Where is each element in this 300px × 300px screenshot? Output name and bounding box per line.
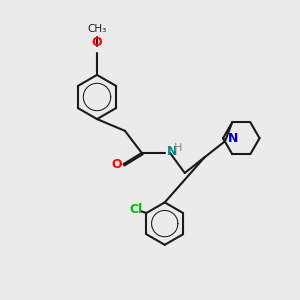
Text: H: H	[173, 142, 182, 153]
Text: O: O	[112, 158, 122, 171]
Text: CH₃: CH₃	[87, 24, 106, 34]
Text: N: N	[167, 145, 178, 158]
Text: N: N	[227, 132, 238, 145]
Text: Cl: Cl	[129, 203, 143, 216]
Text: O: O	[92, 36, 102, 49]
